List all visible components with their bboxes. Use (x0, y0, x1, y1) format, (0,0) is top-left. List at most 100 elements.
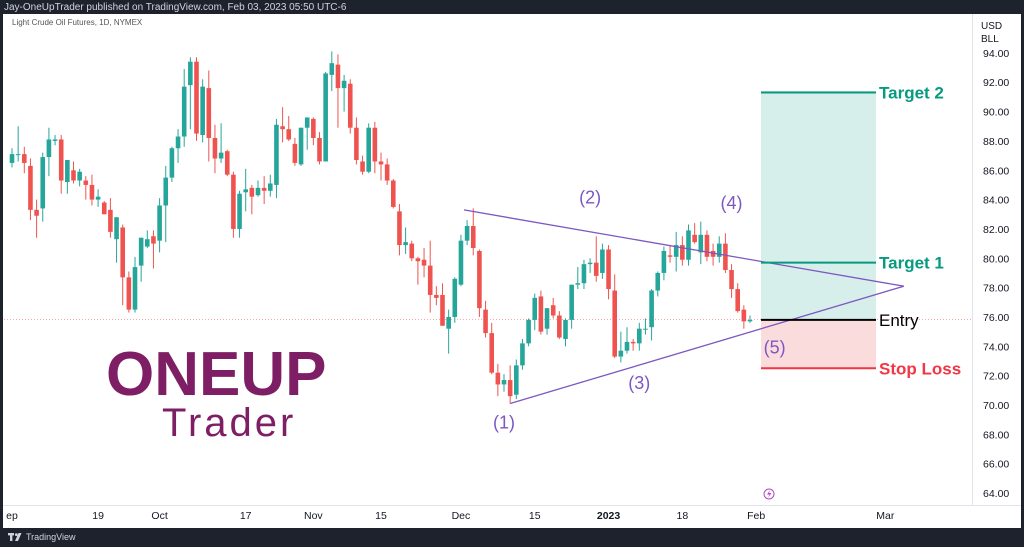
candle-body (95, 196, 101, 200)
candle (501, 374, 507, 392)
candle (686, 224, 691, 266)
wave-label: (3) (628, 373, 650, 393)
candle-body (46, 139, 52, 158)
candle-body (470, 226, 476, 249)
candle (151, 230, 156, 269)
triangle-lines (463, 209, 904, 405)
y-tick-label: 90.00 (983, 107, 1009, 119)
y-tick-label: 86.00 (983, 165, 1009, 177)
wave-label: (4) (721, 193, 743, 213)
candle (175, 129, 181, 163)
candle-body (261, 187, 267, 191)
candle (507, 365, 513, 404)
candle-body (434, 294, 439, 298)
candle (680, 236, 685, 266)
candle-body (52, 139, 58, 141)
candle (458, 234, 464, 287)
candle (329, 51, 335, 92)
candle (630, 338, 636, 351)
candle (65, 159, 70, 194)
candle-body (108, 209, 113, 232)
candle (212, 124, 218, 174)
candle (403, 227, 408, 254)
x-axis: ep 19 Oct 17 Nov 15 Dec 15 2023 18 Feb Mar (6, 510, 895, 522)
candle (268, 174, 273, 197)
candle-body (274, 124, 279, 185)
candle (427, 240, 433, 313)
candle (409, 240, 415, 262)
candle-body (9, 154, 15, 163)
x-tick-label: 15 (529, 510, 541, 522)
candle-body (329, 63, 335, 75)
candle (747, 315, 753, 323)
candle (132, 256, 138, 313)
candle-body (224, 151, 230, 175)
y-tick-label: 72.00 (983, 371, 1009, 383)
candle-body (175, 136, 181, 149)
candle (34, 199, 39, 238)
candle-body (612, 290, 617, 357)
x-tick-label: 2023 (597, 510, 621, 522)
candle (77, 168, 82, 187)
candle-body (557, 315, 562, 338)
candle-body (723, 243, 728, 271)
candles (9, 51, 753, 404)
candle-body (145, 239, 150, 247)
candle (95, 189, 101, 207)
oneup-logo: ONEUP Trader (106, 340, 326, 445)
y-tick-label: 80.00 (983, 253, 1009, 265)
candle-body (747, 319, 753, 322)
candle-body (212, 137, 218, 159)
candle (354, 117, 359, 165)
candle-body (680, 245, 685, 260)
candle (661, 246, 667, 281)
candle (600, 243, 605, 279)
candle (274, 118, 279, 199)
candle (218, 123, 224, 163)
candle (108, 198, 113, 238)
logo-line-2: Trader (162, 401, 296, 445)
candle (637, 322, 642, 351)
candle (470, 208, 476, 256)
candle (544, 308, 550, 335)
wave-label: (1) (493, 412, 515, 432)
candle (593, 236, 599, 282)
candle (735, 283, 740, 313)
candle (304, 117, 310, 150)
candle-body (40, 157, 46, 209)
candle-body (268, 183, 273, 191)
candle (477, 249, 482, 317)
y-tick-label: 64.00 (983, 488, 1009, 500)
y-tick-label: 82.00 (983, 224, 1009, 236)
y-tick-label: 70.00 (983, 400, 1009, 412)
candle (22, 146, 27, 174)
candle-body (735, 289, 740, 312)
candle-body (655, 272, 661, 291)
candle-body (218, 152, 224, 159)
candle (46, 127, 52, 177)
candle-body (550, 305, 556, 316)
x-tick-label: ep (6, 510, 18, 522)
candle-body (311, 118, 316, 138)
candle (397, 204, 402, 256)
candle-body (538, 296, 544, 332)
y-unit-line-2: BLL (981, 34, 999, 45)
candle-body (335, 64, 341, 89)
candle (391, 179, 396, 209)
candle-body (188, 61, 193, 86)
candle (378, 152, 384, 181)
candle-body (729, 270, 734, 290)
candle-body (409, 243, 415, 259)
wave-label: (2) (579, 187, 601, 207)
candle (40, 152, 46, 222)
candle-body (304, 117, 310, 128)
lightning-icon[interactable] (763, 488, 775, 500)
candle (28, 158, 33, 221)
y-tick-label: 84.00 (983, 195, 1009, 207)
trade-level: Target 2 (761, 84, 944, 103)
candle (587, 258, 593, 273)
level-label: Target 1 (879, 254, 944, 273)
y-tick-label: 76.00 (983, 312, 1009, 324)
